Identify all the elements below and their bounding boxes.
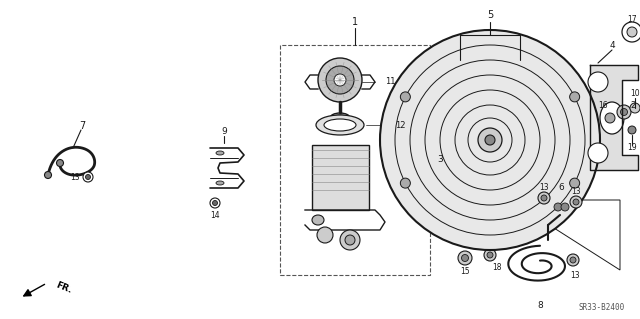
Circle shape	[630, 103, 640, 113]
Bar	[553, 200, 568, 210]
Circle shape	[340, 230, 360, 250]
Circle shape	[334, 74, 346, 86]
Text: 11: 11	[385, 78, 396, 86]
Circle shape	[45, 172, 51, 179]
Circle shape	[554, 203, 562, 211]
Text: 13: 13	[571, 188, 581, 197]
Circle shape	[617, 105, 631, 119]
Text: 3: 3	[437, 155, 443, 165]
Text: 5: 5	[487, 10, 493, 20]
Circle shape	[485, 135, 495, 145]
Circle shape	[588, 72, 608, 92]
Bar	[280, 45, 430, 275]
Circle shape	[561, 203, 569, 211]
Circle shape	[461, 255, 468, 262]
Text: 16: 16	[598, 101, 608, 110]
Text: 18: 18	[492, 263, 502, 271]
Ellipse shape	[216, 181, 224, 185]
Ellipse shape	[324, 119, 356, 131]
Circle shape	[326, 66, 354, 94]
Text: 9: 9	[221, 128, 227, 137]
Circle shape	[570, 196, 582, 208]
Text: 10: 10	[630, 90, 640, 99]
Circle shape	[86, 174, 90, 180]
Circle shape	[210, 198, 220, 208]
Text: 8: 8	[537, 300, 543, 309]
Circle shape	[570, 92, 580, 102]
Ellipse shape	[600, 102, 624, 134]
Circle shape	[573, 199, 579, 205]
Circle shape	[605, 113, 615, 123]
Circle shape	[570, 178, 580, 188]
Circle shape	[401, 178, 410, 188]
Circle shape	[83, 172, 93, 182]
Circle shape	[538, 192, 550, 204]
Ellipse shape	[216, 151, 224, 155]
Ellipse shape	[421, 162, 429, 174]
Circle shape	[317, 227, 333, 243]
Circle shape	[484, 249, 496, 261]
Text: 7: 7	[79, 121, 85, 131]
Text: 14: 14	[210, 211, 220, 219]
Circle shape	[627, 27, 637, 37]
Text: SR33-B2400: SR33-B2400	[579, 303, 625, 313]
Circle shape	[541, 195, 547, 201]
Bar	[312, 145, 369, 210]
Circle shape	[478, 128, 502, 152]
Text: 4: 4	[609, 41, 615, 49]
Circle shape	[570, 257, 576, 263]
Ellipse shape	[316, 115, 364, 135]
Circle shape	[380, 30, 600, 250]
Text: 2: 2	[630, 101, 636, 110]
Text: 12: 12	[395, 121, 405, 130]
Circle shape	[622, 22, 640, 42]
Circle shape	[621, 108, 627, 115]
Ellipse shape	[330, 113, 350, 123]
Text: 13: 13	[70, 173, 80, 182]
Ellipse shape	[333, 115, 347, 121]
Text: 6: 6	[558, 183, 564, 192]
Circle shape	[318, 58, 362, 102]
Text: FR.: FR.	[54, 281, 73, 295]
Circle shape	[588, 143, 608, 163]
Ellipse shape	[312, 215, 324, 225]
Text: 1: 1	[352, 17, 358, 27]
Ellipse shape	[417, 158, 433, 178]
Circle shape	[212, 201, 218, 205]
Circle shape	[487, 252, 493, 258]
Text: 13: 13	[539, 183, 549, 192]
Circle shape	[567, 254, 579, 266]
Circle shape	[56, 160, 63, 167]
Circle shape	[401, 92, 410, 102]
Circle shape	[628, 126, 636, 134]
Circle shape	[345, 235, 355, 245]
Polygon shape	[590, 65, 638, 170]
Text: 19: 19	[627, 144, 637, 152]
Text: 15: 15	[460, 268, 470, 277]
Text: 13: 13	[570, 271, 580, 279]
Text: 17: 17	[627, 16, 637, 25]
Circle shape	[458, 251, 472, 265]
